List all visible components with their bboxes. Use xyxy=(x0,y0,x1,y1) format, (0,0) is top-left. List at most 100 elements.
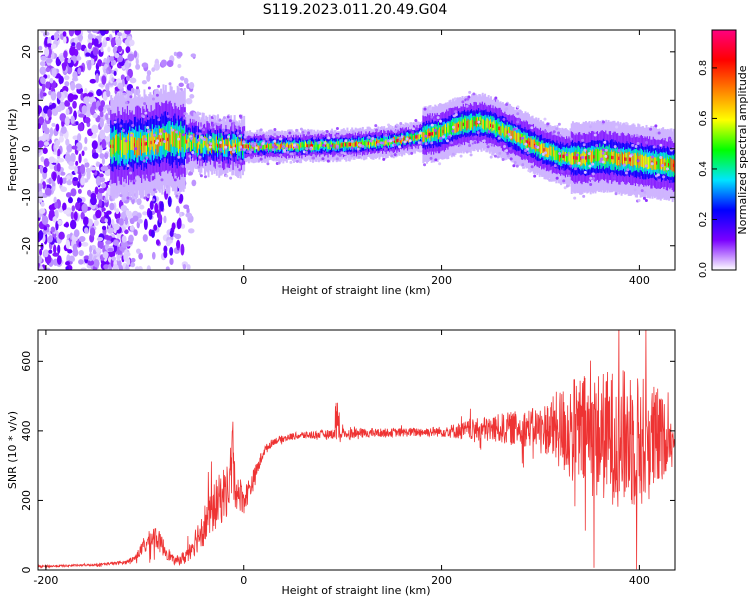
heatmap-noise-blob xyxy=(54,201,59,209)
heatmap-halo-dot xyxy=(624,121,628,125)
heatmap-noise-blob xyxy=(89,105,95,116)
heatmap-noise-blob xyxy=(120,204,128,212)
heatmap-noise-blob xyxy=(93,38,99,47)
heatmap-noise-blob xyxy=(72,243,78,253)
heatmap-halo-dot xyxy=(601,148,605,152)
heatmap-halo-dot xyxy=(311,156,315,160)
heatmap-halo-dot xyxy=(497,136,501,140)
heatmap-signal-cell xyxy=(314,144,317,151)
heatmap-halo-dot xyxy=(312,136,316,140)
heatmap-signal-cell xyxy=(501,123,504,133)
heatmap-noise-blob xyxy=(39,164,43,174)
heatmap-signal-cell xyxy=(368,142,371,148)
heatmap-halo-dot xyxy=(476,131,480,135)
heatmap-signal-cell xyxy=(412,135,415,141)
heatmap-noise-blob xyxy=(95,209,102,219)
figure-title: S119.2023.011.20.49.G04 xyxy=(263,2,448,18)
heatmap-signal-cell xyxy=(307,145,310,151)
heatmap-signal-cell xyxy=(241,145,244,156)
heatmap-signal-cell xyxy=(465,117,468,128)
heatmap-signal-cell xyxy=(384,135,387,146)
heatmap-noise-blob xyxy=(75,83,82,90)
heatmap-signal-cell xyxy=(287,142,290,148)
heatmap-halo-dot xyxy=(447,135,451,139)
heatmap-noise-blob xyxy=(65,108,70,116)
heatmap-signal-cell xyxy=(420,132,423,138)
heatmap-noise-blob xyxy=(67,196,73,204)
heatmap-noise-blob xyxy=(98,105,104,112)
heatmap-halo-dot xyxy=(228,119,232,123)
colorbar-axes: 0.0 0.2 0.4 0.6 0.8 xyxy=(698,60,717,278)
heatmap-noise-blob xyxy=(63,36,67,44)
heatmap-halo-dot xyxy=(166,114,170,118)
heatmap-halo-dot xyxy=(338,153,342,157)
heatmap-signal-cell xyxy=(387,140,390,146)
heatmap-halo-dot xyxy=(181,164,185,168)
heatmap-noise-blob xyxy=(57,148,61,157)
heatmap-noise-blob xyxy=(73,211,78,221)
heatmap-noise-blob xyxy=(112,239,120,246)
heatmap-signal-cell xyxy=(468,119,471,130)
heatmap-noise-blob xyxy=(38,140,44,148)
heatmap-halo-dot xyxy=(486,145,490,149)
heatmap-signal-cell xyxy=(550,146,553,157)
colorbar-label: Normalized spectral amplitude xyxy=(736,65,749,234)
heatmap-signal-cell xyxy=(626,152,629,165)
heatmap-noise-blob xyxy=(70,188,77,197)
heatmap-noise-blob xyxy=(98,173,104,178)
heatmap-halo-dot xyxy=(367,135,371,139)
heatmap-signal-cell xyxy=(217,143,220,153)
heatmap-noise-blob xyxy=(126,35,132,41)
heatmap-halo-dot xyxy=(524,149,528,153)
heatmap-halo-dot xyxy=(321,157,325,161)
heatmap-halo-dot xyxy=(350,154,354,158)
heatmap-halo-dot xyxy=(209,142,213,146)
heatmap-halo-dot xyxy=(562,179,566,183)
heatmap-noise-blob xyxy=(84,136,88,144)
heatmap-signal-cell xyxy=(275,141,278,148)
heatmap-noise-blob xyxy=(134,266,140,270)
heatmap-noise-blob xyxy=(99,129,106,140)
heatmap-signal-cell xyxy=(473,116,476,127)
heatmap-halo-dot xyxy=(242,140,246,144)
heatmap-halo-dot xyxy=(450,141,454,145)
heatmap-halo-dot xyxy=(469,153,473,157)
heatmap-noise-blob xyxy=(60,186,68,193)
heatmap-halo-dot xyxy=(357,143,361,147)
heatmap-signal-cell xyxy=(569,154,572,164)
heatmap-signal-cell xyxy=(186,139,189,150)
heatmap-halo-dot xyxy=(265,137,269,141)
heatmap-halo-dot xyxy=(224,145,228,149)
heatmap-signal-cell xyxy=(421,131,424,138)
heatmap-noise-blob xyxy=(100,166,107,172)
heatmap-halo-dot xyxy=(198,126,202,130)
heatmap-halo-dot xyxy=(583,170,587,174)
heatmap-noise-blob xyxy=(58,231,65,240)
heatmap-halo-dot xyxy=(601,151,605,155)
heatmap-halo-dot xyxy=(332,135,336,139)
heatmap-halo-dot xyxy=(175,194,179,198)
heatmap-signal-cell xyxy=(581,153,584,166)
heatmap-noise-blob xyxy=(48,156,56,164)
heatmap-noise-blob xyxy=(68,164,75,170)
heatmap-signal-cell xyxy=(418,134,421,140)
heatmap-noise-blob xyxy=(132,215,139,222)
heatmap-signal-cell xyxy=(615,152,618,166)
heatmap-halo-dot xyxy=(389,139,393,143)
heatmap-noise-blob xyxy=(45,58,53,64)
heatmap-signal-cell xyxy=(342,142,345,148)
heatmap-halo-dot xyxy=(428,107,432,111)
heatmap-signal-cell xyxy=(448,125,451,135)
heatmap-signal-cell xyxy=(173,128,176,146)
heatmap-halo-dot xyxy=(393,153,397,157)
heatmap-signal-cell xyxy=(124,137,127,155)
heatmap-halo-dot xyxy=(582,143,586,147)
heatmap-signal-cell xyxy=(154,137,157,155)
heatmap-x-tick-label: 200 xyxy=(431,274,452,287)
heatmap-halo-dot xyxy=(386,139,390,143)
heatmap-halo-dot xyxy=(124,101,128,105)
heatmap-signal-cell xyxy=(649,156,652,169)
heatmap-signal-cell xyxy=(658,158,661,171)
heatmap-halo-dot xyxy=(468,143,472,147)
heatmap-signal-cell xyxy=(528,137,531,148)
